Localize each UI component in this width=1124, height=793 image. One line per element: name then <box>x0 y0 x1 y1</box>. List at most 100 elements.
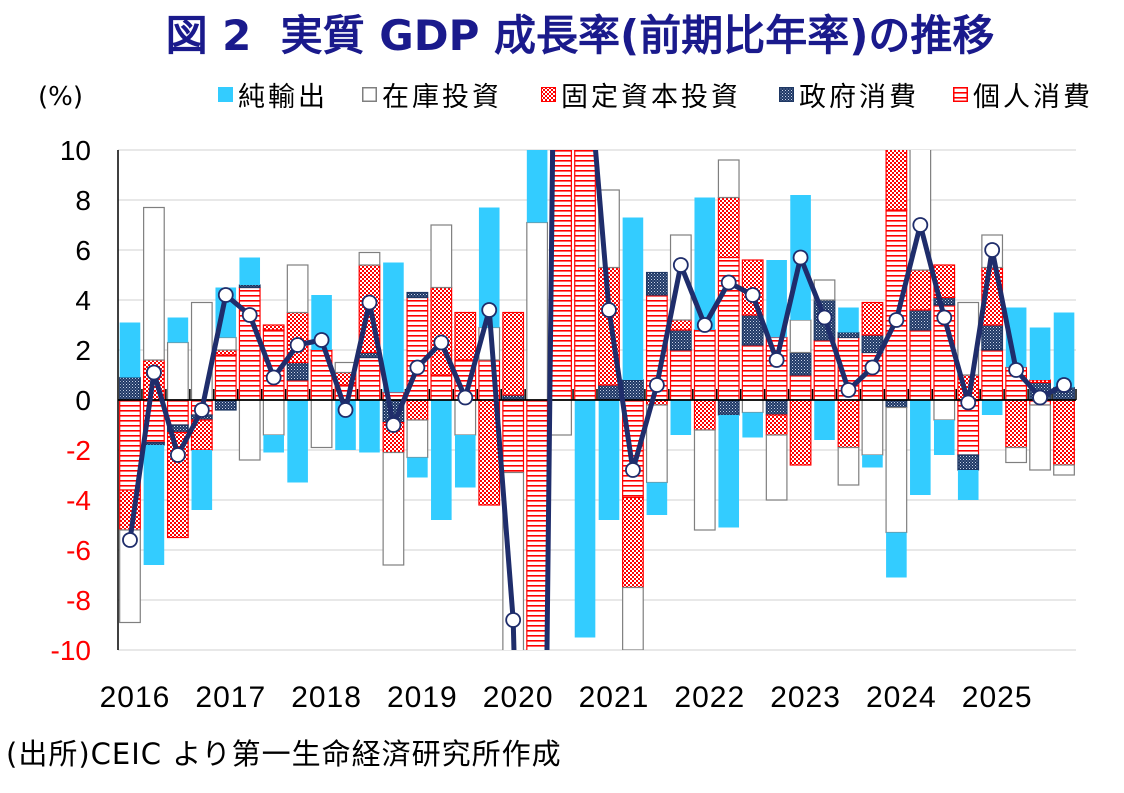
bar-segment-net-exports <box>431 400 452 520</box>
bar-segment-fixed-investment <box>693 399 716 431</box>
bar-segment-fixed-investment <box>717 196 740 259</box>
bar-segment-fixed-investment <box>502 311 525 396</box>
bar-segment-private-consumption <box>286 379 309 401</box>
bar-segment-net-exports <box>574 400 596 638</box>
bar-segment-government-consumption <box>837 331 860 339</box>
bar-segment-net-exports <box>191 450 213 510</box>
gdp-growth-point <box>193 402 210 418</box>
bar-segment-inventory <box>693 429 716 531</box>
bar-segment-inventory <box>526 221 549 401</box>
x-tick-label: 2024 <box>866 681 937 714</box>
bar-segment-private-consumption <box>502 399 525 474</box>
bar-segment-net-exports <box>838 307 859 333</box>
bar-segment-net-exports <box>742 412 763 438</box>
gdp-growth-point <box>864 359 881 376</box>
bar-segment-government-consumption <box>717 399 740 416</box>
y-tick-label: 8 <box>75 185 91 216</box>
bar-segment-inventory <box>286 264 309 314</box>
bar-segment-private-consumption <box>981 349 1004 401</box>
bar-segment-net-exports <box>622 217 644 380</box>
gdp-growth-point <box>433 334 450 351</box>
bar-segment-net-exports <box>526 150 548 223</box>
bar-segment-fixed-investment <box>1005 399 1028 449</box>
bar-segment-net-exports <box>383 262 404 393</box>
gdp-growth-point <box>313 332 330 348</box>
bar-segment-net-exports <box>718 415 740 528</box>
bar-segment-inventory <box>622 586 644 650</box>
bar-segment-inventory <box>933 399 956 421</box>
bar-segment-government-consumption <box>981 324 1004 351</box>
bar-segment-government-consumption <box>286 361 309 381</box>
bar-segment-government-consumption <box>765 399 788 416</box>
bar-segment-net-exports <box>598 400 620 520</box>
bar-segment-net-exports <box>167 317 189 343</box>
x-tick-label: 2018 <box>291 681 362 714</box>
axes <box>117 150 1077 650</box>
gdp-growth-point <box>457 389 474 406</box>
gdp-growth-point <box>840 382 857 398</box>
bar-segment-net-exports <box>407 457 428 478</box>
bar-segment-inventory <box>430 224 453 289</box>
bar-segment-private-consumption <box>430 374 453 401</box>
bar-segment-inventory <box>1053 464 1075 476</box>
gdp-growth-point <box>361 294 378 311</box>
gdp-growth-point <box>146 364 162 381</box>
bar-segment-inventory <box>238 399 261 461</box>
y-tick-label: -6 <box>66 535 91 566</box>
y-tick-label: -2 <box>66 435 91 466</box>
bar-segment-net-exports <box>981 400 1003 415</box>
bar-segment-inventory <box>502 471 525 650</box>
bar-segment-private-consumption <box>669 349 692 401</box>
bar-segment-net-exports <box>239 257 261 285</box>
x-tick-label: 2020 <box>483 681 554 714</box>
tick-labels: 10 8 6 4 2 0 -2 -4 -6 -8 -10 2016 2017 2018 2019 2020 20… <box>51 135 1032 714</box>
y-tick-label: 6 <box>75 235 91 266</box>
legend-item-net-exports: 純輸出 <box>218 78 328 113</box>
bar-segment-net-exports <box>886 532 907 578</box>
bar-segment-net-exports <box>646 482 668 515</box>
gdp-growth-point <box>409 359 426 376</box>
bar-segment-inventory <box>837 446 860 486</box>
gdp-growth-point <box>888 312 905 328</box>
gdp-growth-point <box>960 394 977 411</box>
y-tick-label: 10 <box>60 135 91 166</box>
bar-segment-inventory <box>550 399 572 436</box>
x-tick-label: 2021 <box>579 681 650 714</box>
bar-segment-net-exports <box>957 470 979 500</box>
gdp-growth-point <box>122 532 138 548</box>
legend-label: 純輸出 <box>238 81 328 113</box>
gdp-growth-series <box>122 18 1072 650</box>
bar-segment-net-exports <box>862 455 883 468</box>
legend-item-fixed-investment: 固定資本投資 <box>541 78 741 113</box>
source-note: (出所)CEIC より第一生命経済研究所作成 <box>6 737 562 771</box>
bar-segment-fixed-investment <box>1053 399 1075 466</box>
bar-segment-net-exports <box>766 260 787 338</box>
gdp-growth-point <box>768 352 785 368</box>
gdp-growth-point <box>289 337 306 353</box>
bar-segment-inventory <box>765 434 788 501</box>
bar-segment-net-exports <box>670 400 692 435</box>
bar-segment-net-exports <box>359 400 380 453</box>
bar-segment-private-consumption <box>214 354 237 401</box>
gdp-growth-point <box>1008 362 1025 378</box>
gdp-growth-point <box>936 309 953 326</box>
legend-label: 個人消費 <box>973 81 1093 113</box>
bar-segment-net-exports <box>263 435 284 453</box>
gdp-growth-point <box>578 18 592 32</box>
bar-segment-government-consumption <box>885 399 908 409</box>
bar-segment-net-exports <box>694 197 716 330</box>
bar-segment-inventory <box>861 399 884 456</box>
gdp-growth-line <box>127 150 1066 650</box>
bar-segment-fixed-investment <box>454 311 477 361</box>
bar-segment-private-consumption <box>693 329 716 401</box>
net-exports-swatch-icon <box>218 86 233 102</box>
bar-segment-private-consumption <box>358 356 381 401</box>
gdp-growth-point <box>648 377 665 393</box>
bar-segment-government-consumption <box>358 351 381 359</box>
bar-segment-government-consumption <box>909 309 932 331</box>
legend-item-inventory: 在庫投資 <box>362 78 502 113</box>
bar-segment-government-consumption <box>669 329 692 351</box>
y-tick-label: 2 <box>75 335 91 366</box>
bar-segment-inventory <box>310 399 333 449</box>
